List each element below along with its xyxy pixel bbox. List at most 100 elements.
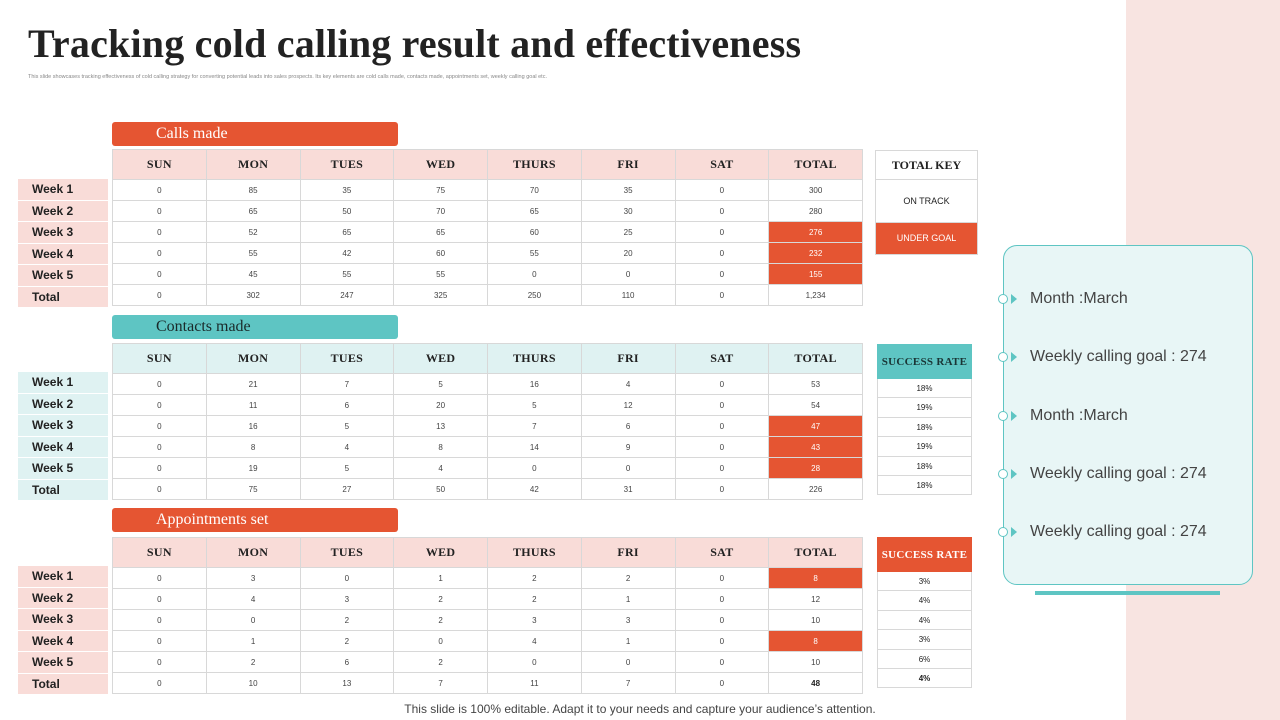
- table-cell: 13: [299, 672, 395, 694]
- table-row: 0 16 5 13 7 6 0 47: [112, 415, 863, 437]
- play-arrow-icon: [1011, 352, 1017, 362]
- table-cell: 0: [674, 415, 770, 437]
- header-row: SUN MON TUES WED THURS FRI SAT TOTAL: [112, 149, 863, 180]
- contacts-row-labels: Week 1 Week 2 Week 3 Week 4 Week 5 Total: [18, 372, 108, 501]
- table-cell: 0: [674, 373, 770, 395]
- table-row: 0 19 5 4 0 0 0 28: [112, 457, 863, 479]
- table-cell: 226: [768, 478, 863, 500]
- table-cell: 0: [674, 221, 770, 243]
- table-cell: 21: [205, 373, 301, 395]
- table-cell: 5: [487, 394, 582, 416]
- table-cell: 12: [768, 588, 863, 610]
- table-cell: 0: [674, 436, 770, 458]
- table-cell: 4: [393, 457, 488, 479]
- table-cell: 0: [580, 263, 676, 285]
- column-header: TUES: [299, 537, 395, 568]
- table-cell: 11: [487, 672, 582, 694]
- table-cell: 54: [768, 394, 863, 416]
- table-cell: 55: [393, 263, 488, 285]
- success-rate-header: SUCCESS RATE: [877, 344, 972, 379]
- table-cell: 0: [205, 609, 301, 631]
- table-row: 0 65 50 70 65 30 0 280: [112, 200, 863, 222]
- success-rate-cell: 4%: [877, 668, 972, 689]
- column-header: SUN: [112, 149, 207, 180]
- table-cell: 12: [580, 394, 676, 416]
- calls-made-table: SUN MON TUES WED THURS FRI SAT TOTAL 0 85 35 75 70 35…: [112, 149, 863, 306]
- table-cell: 0: [674, 242, 770, 264]
- column-header: SAT: [674, 537, 770, 568]
- table-cell: 53: [768, 373, 863, 395]
- info-item: Weekly calling goal : 274: [998, 522, 1254, 544]
- table-row: 0 10 13 7 11 7 0 48: [112, 672, 863, 694]
- table-row: 0 11 6 20 5 12 0 54: [112, 394, 863, 416]
- success-rate-cell: 18%: [877, 456, 972, 476]
- footer-note: This slide is 100% editable. Adapt it to…: [404, 702, 876, 716]
- column-header: FRI: [580, 149, 676, 180]
- table-cell: 9: [580, 436, 676, 458]
- table-cell: 0: [112, 567, 207, 589]
- table-cell: 60: [487, 221, 582, 243]
- table-cell: 48: [768, 672, 863, 694]
- table-cell: 247: [299, 284, 395, 306]
- contacts-made-table: SUN MON TUES WED THURS FRI SAT TOTAL 0 21 7 5 16 4 0 53…: [112, 343, 863, 500]
- table-cell: 4: [487, 630, 582, 652]
- table-cell: 65: [487, 200, 582, 222]
- table-cell: 2: [487, 588, 582, 610]
- table-cell: 8: [768, 630, 863, 652]
- row-label: Week 4: [18, 436, 108, 457]
- under-goal-key: UNDER GOAL: [876, 223, 977, 254]
- table-cell: 35: [299, 179, 395, 201]
- table-cell: 70: [487, 179, 582, 201]
- table-cell: 0: [112, 588, 207, 610]
- row-label: Week 2: [18, 200, 108, 221]
- circle-marker-icon: [998, 527, 1008, 537]
- info-item-text: Weekly calling goal : 274: [1030, 523, 1207, 540]
- table-cell: 0: [674, 588, 770, 610]
- success-rate-header: SUCCESS RATE: [877, 537, 972, 572]
- table-cell: 65: [393, 221, 488, 243]
- table-cell: 5: [299, 457, 395, 479]
- column-header: FRI: [580, 343, 676, 374]
- column-header: TUES: [299, 343, 395, 374]
- row-label: Total: [18, 673, 108, 694]
- row-label: Week 5: [18, 652, 108, 673]
- row-label: Week 3: [18, 609, 108, 630]
- column-header: MON: [205, 149, 301, 180]
- table-cell: 20: [580, 242, 676, 264]
- play-arrow-icon: [1011, 527, 1017, 537]
- appointments-set-banner: Appointments set: [112, 508, 398, 532]
- table-cell: 155: [768, 263, 863, 285]
- column-header: TOTAL: [768, 149, 863, 180]
- table-cell: 16: [205, 415, 301, 437]
- table-cell: 0: [112, 672, 207, 694]
- page-subtitle: This slide showcases tracking effectiven…: [28, 74, 547, 80]
- table-cell: 0: [674, 200, 770, 222]
- table-cell: 325: [393, 284, 488, 306]
- header-row: SUN MON TUES WED THURS FRI SAT TOTAL: [112, 343, 863, 374]
- table-cell: 0: [674, 478, 770, 500]
- table-cell: 47: [768, 415, 863, 437]
- appointments-set-table: SUN MON TUES WED THURS FRI SAT TOTAL 0 3 0 1 2 2 0 8 0 4 3…: [112, 537, 863, 694]
- success-rate-cell: 3%: [877, 572, 972, 592]
- success-rate-cell: 19%: [877, 437, 972, 457]
- table-cell: 8: [768, 567, 863, 589]
- table-cell: 13: [393, 415, 488, 437]
- circle-marker-icon: [998, 294, 1008, 304]
- table-cell: 52: [205, 221, 301, 243]
- table-cell: 0: [580, 457, 676, 479]
- column-header: TOTAL: [768, 343, 863, 374]
- appointments-row-labels: Week 1 Week 2 Week 3 Week 4 Week 5 Total: [18, 566, 108, 695]
- table-cell: 0: [580, 651, 676, 673]
- table-row: 0 45 55 55 0 0 0 155: [112, 263, 863, 285]
- column-header: THURS: [487, 343, 582, 374]
- row-label: Week 3: [18, 415, 108, 436]
- column-header: FRI: [580, 537, 676, 568]
- column-header: MON: [205, 537, 301, 568]
- table-cell: 2: [393, 651, 488, 673]
- total-key-legend: TOTAL KEY ON TRACK UNDER GOAL: [875, 150, 978, 255]
- table-cell: 6: [299, 651, 395, 673]
- table-cell: 2: [205, 651, 301, 673]
- table-cell: 19: [205, 457, 301, 479]
- table-cell: 302: [205, 284, 301, 306]
- table-cell: 3: [487, 609, 582, 631]
